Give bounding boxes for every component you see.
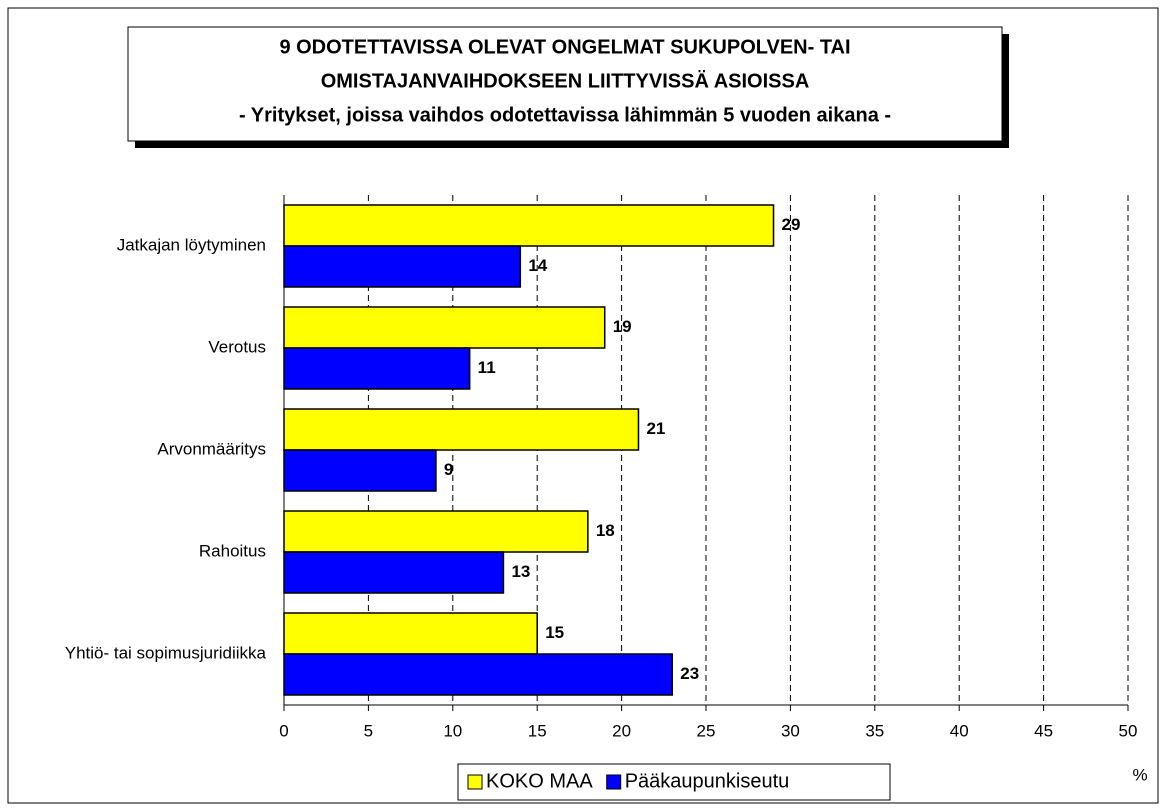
x-tick-label: 25 bbox=[697, 721, 716, 740]
value-label: 14 bbox=[528, 256, 547, 275]
value-label: 15 bbox=[545, 623, 564, 642]
x-tick-label: 40 bbox=[950, 721, 969, 740]
x-tick-label: 0 bbox=[279, 721, 288, 740]
legend-label: KOKO MAA bbox=[486, 770, 593, 792]
title-box bbox=[127, 26, 1003, 142]
bar bbox=[283, 551, 505, 594]
bar bbox=[283, 449, 437, 492]
y-tick-label: Verotus bbox=[208, 337, 266, 356]
bar bbox=[283, 408, 640, 451]
value-label: 11 bbox=[478, 358, 496, 377]
x-tick-label: 30 bbox=[781, 721, 800, 740]
chart-title: 9 ODOTETTAVISSA OLEVAT ONGELMAT SUKUPOLV… bbox=[279, 36, 850, 58]
bar bbox=[283, 653, 673, 696]
chart-subtitle: - Yritykset, joissa vaihdos odotettaviss… bbox=[239, 104, 891, 126]
bar bbox=[283, 245, 522, 288]
value-label: 29 bbox=[782, 215, 801, 234]
chart-title: OMISTAJANVAIHDOKSEEN LIITTYVISSÄ ASIOISS… bbox=[321, 69, 810, 92]
value-label: 18 bbox=[596, 521, 615, 540]
x-tick-label: 10 bbox=[443, 721, 462, 740]
value-label: 13 bbox=[511, 562, 530, 581]
bar bbox=[283, 612, 538, 655]
y-tick-label: Yhtiö- tai sopimusjuridiikka bbox=[65, 643, 267, 662]
bar bbox=[283, 510, 589, 553]
legend-label: Pääkaupunkiseutu bbox=[625, 770, 790, 792]
legend-swatch bbox=[467, 774, 483, 790]
value-label: 19 bbox=[613, 317, 632, 336]
x-tick-label: 5 bbox=[364, 721, 373, 740]
y-tick-label: Rahoitus bbox=[199, 541, 266, 560]
value-label: 21 bbox=[646, 419, 665, 438]
y-tick-label: Arvonmääritys bbox=[157, 439, 266, 458]
y-tick-label: Jatkajan löytyminen bbox=[117, 235, 266, 254]
bar bbox=[283, 306, 606, 349]
value-label: 9 bbox=[444, 460, 453, 479]
x-tick-label: 35 bbox=[865, 721, 884, 740]
x-axis-label: % bbox=[1132, 765, 1147, 784]
legend-swatch bbox=[606, 774, 622, 790]
bar bbox=[283, 204, 775, 247]
x-tick-label: 45 bbox=[1034, 721, 1053, 740]
x-tick-label: 50 bbox=[1119, 721, 1138, 740]
x-tick-label: 20 bbox=[612, 721, 631, 740]
bar bbox=[283, 347, 471, 390]
x-tick-label: 15 bbox=[528, 721, 547, 740]
legend-box bbox=[457, 763, 891, 801]
value-label: 23 bbox=[680, 664, 699, 683]
